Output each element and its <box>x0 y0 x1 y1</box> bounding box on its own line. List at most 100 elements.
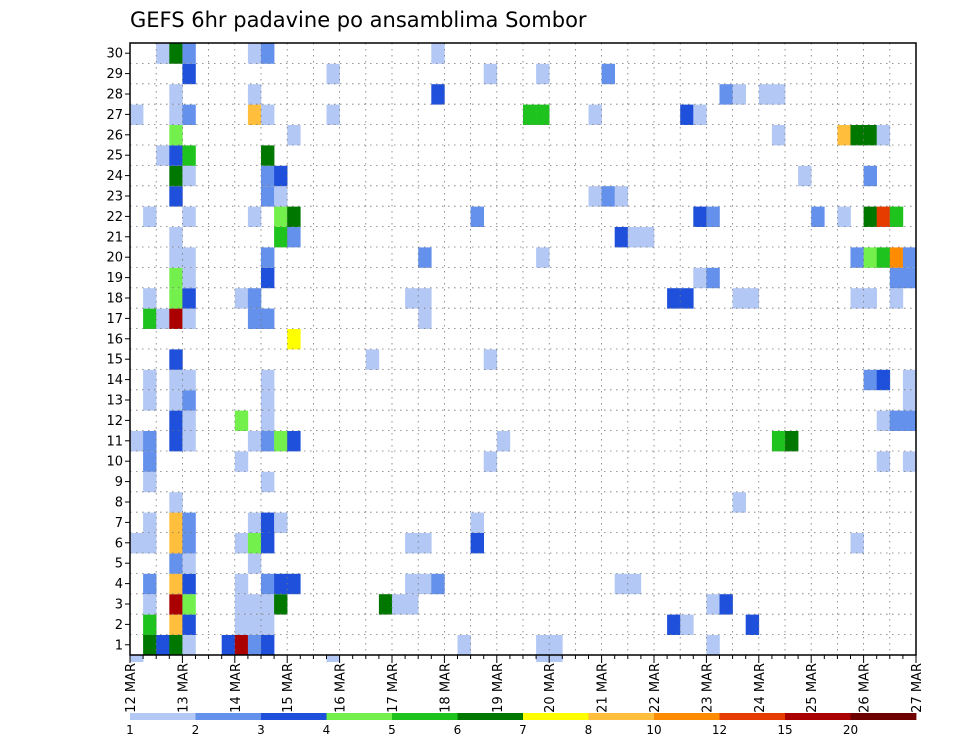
precip-cell <box>405 594 419 615</box>
precip-cell <box>758 84 773 105</box>
precip-cell <box>130 533 144 554</box>
precip-cell <box>588 186 602 207</box>
colorbar-swatch <box>326 713 393 720</box>
y-tick-label: 23 <box>106 190 123 205</box>
precip-cell <box>536 63 550 85</box>
precip-cell <box>418 308 432 329</box>
precip-cell <box>130 655 144 662</box>
precip-cell <box>706 267 720 289</box>
colorbar-swatch <box>850 713 917 720</box>
x-tick-label: 26 MAR <box>858 663 873 713</box>
precip-cell <box>169 492 183 513</box>
y-tick-label: 15 <box>106 353 123 368</box>
precip-cell <box>169 533 183 554</box>
colorbar-label: 10 <box>646 723 661 737</box>
y-tick-label: 10 <box>106 455 123 470</box>
precip-cell <box>771 431 786 452</box>
precip-cell <box>536 635 550 656</box>
precip-cell <box>496 431 511 452</box>
precip-cell <box>261 533 275 554</box>
precip-cell <box>169 614 183 635</box>
precip-cell <box>234 635 249 656</box>
precip-cell <box>143 512 157 533</box>
precip-cell <box>247 43 262 64</box>
precip-cell <box>902 247 917 268</box>
precip-cell <box>837 125 851 146</box>
precip-cell <box>902 410 917 431</box>
precip-cell <box>680 614 694 635</box>
colorbar: 1 2 3 4 5 6 7 8 10 12 15 20 <box>126 713 917 737</box>
precip-cell <box>143 594 157 615</box>
precip-cell <box>182 308 196 329</box>
precip-cell <box>261 431 275 452</box>
precip-cell <box>169 145 183 166</box>
precip-cell <box>680 104 694 125</box>
y-tick-label: 6 <box>115 536 123 551</box>
precip-cell <box>732 492 746 513</box>
x-tick-label: 17 MAR <box>386 663 401 713</box>
precip-cell <box>470 206 484 227</box>
x-tick-label: 12 MAR <box>124 663 139 713</box>
precip-cell <box>287 431 301 452</box>
precip-cell <box>732 288 746 309</box>
precip-cell <box>169 104 183 125</box>
precip-cell <box>169 288 183 309</box>
precip-cell <box>143 431 157 452</box>
precip-cell <box>143 451 157 472</box>
chart-title: GEFS 6hr padavine po ansamblima Sombor <box>130 8 587 32</box>
precip-cell <box>182 614 196 635</box>
precip-cell <box>143 390 157 411</box>
x-tick-label: 13 MAR <box>176 663 191 713</box>
precip-cell <box>247 288 262 309</box>
precip-cell <box>771 84 786 105</box>
y-tick-label: 17 <box>106 312 123 327</box>
precip-cell <box>326 63 340 85</box>
precip-cell <box>719 594 733 615</box>
precip-cell <box>182 410 196 431</box>
precip-cell <box>523 104 537 125</box>
precip-cell <box>745 288 760 309</box>
precip-cell <box>405 533 419 554</box>
precip-cell <box>627 227 642 248</box>
precip-cell <box>287 573 301 595</box>
precip-cell <box>706 635 720 656</box>
y-tick-label: 20 <box>106 251 123 266</box>
precip-cell <box>169 186 183 207</box>
precip-cell <box>169 84 183 105</box>
precip-cell <box>274 165 288 187</box>
y-tick-label: 12 <box>106 414 123 429</box>
precip-cell <box>261 104 275 125</box>
precip-cell <box>169 165 183 187</box>
precip-cell <box>143 635 157 656</box>
precip-cell <box>261 145 275 166</box>
precip-cell <box>536 247 550 268</box>
precip-cell <box>182 43 196 64</box>
precip-cell <box>876 206 891 227</box>
colorbar-label: 3 <box>257 723 265 737</box>
precip-cell <box>431 573 445 595</box>
x-tick-label: 25 MAR <box>805 663 820 713</box>
precip-cell <box>169 369 183 391</box>
y-tick-label: 13 <box>106 394 123 409</box>
precip-cell <box>234 594 249 615</box>
colorbar-label: 1 <box>126 723 134 737</box>
precip-cell <box>169 247 183 268</box>
precip-cell <box>588 104 602 125</box>
precip-cell <box>261 471 275 493</box>
colorbar-swatch <box>523 713 589 720</box>
precip-cell <box>143 288 157 309</box>
precip-cell <box>483 349 498 370</box>
colorbar-label: 7 <box>519 723 527 737</box>
precip-cell <box>326 104 340 125</box>
x-tick-label: 27 MAR <box>910 663 925 713</box>
colorbar-label: 12 <box>712 723 727 737</box>
precip-cell <box>182 512 196 533</box>
precip-cell <box>405 573 419 595</box>
precip-cell <box>234 573 249 595</box>
precip-cell <box>247 84 262 105</box>
precip-cell <box>418 288 432 309</box>
precip-cell <box>234 614 249 635</box>
precip-cell <box>182 267 196 289</box>
precip-cell <box>169 410 183 431</box>
precip-cell <box>261 267 275 289</box>
